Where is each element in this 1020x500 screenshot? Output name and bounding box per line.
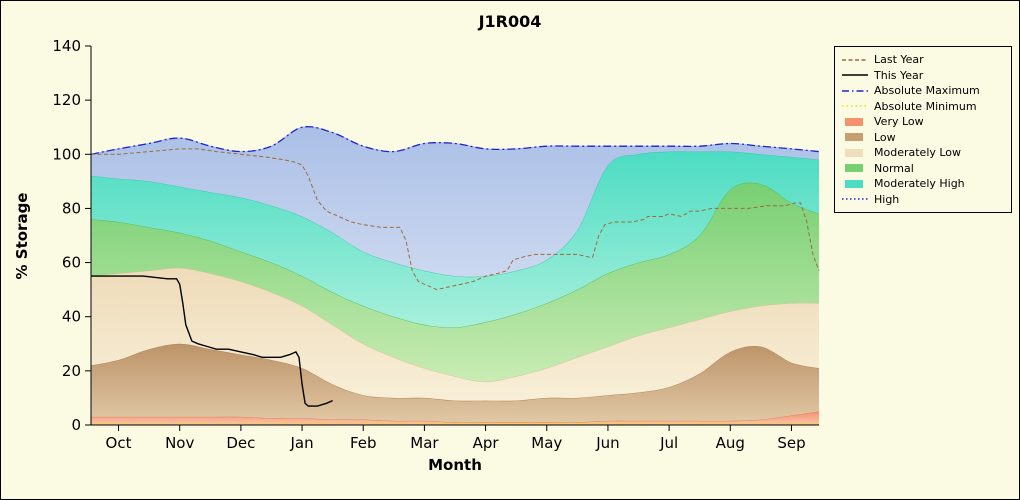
x-axis-label: Month (428, 456, 482, 474)
legend-entry: Last Year (841, 52, 1005, 68)
chart-title: J1R004 (478, 12, 542, 31)
legend-label: Last Year (874, 53, 924, 67)
legend-marker-last-year (842, 59, 868, 61)
legend-marker-moderately-low (845, 148, 863, 157)
x-tick-label: Dec (226, 434, 255, 452)
legend-entry: Absolute Minimum (841, 99, 1005, 115)
x-tick-label: Apr (473, 434, 500, 452)
legend-marker-absolute-minimum (842, 105, 868, 107)
legend-label: Moderately Low (874, 146, 962, 160)
x-tick-label: Sep (777, 434, 805, 452)
legend-marker-very-low (845, 117, 863, 126)
legend-entry: Absolute Maximum (841, 83, 1005, 99)
line-this-year (91, 275, 333, 407)
line-absolute-maximum (90, 125, 820, 155)
legend-swatch (845, 179, 863, 188)
legend-label: Normal (874, 161, 914, 175)
x-tick-label: Nov (165, 434, 194, 452)
y-tick-label: 20 (62, 362, 81, 380)
bands-layer (90, 126, 820, 425)
y-tick-label: 120 (52, 91, 81, 109)
y-axis-label: % Storage (13, 192, 31, 280)
legend-label: Absolute Maximum (874, 84, 980, 98)
line-last-year (91, 148, 820, 291)
legend-swatch (845, 133, 863, 142)
legend-marker-absolute-maximum (842, 90, 868, 92)
y-tick-label: 0 (71, 416, 81, 434)
legend-marker-low (845, 133, 863, 142)
x-tick-label: Jun (595, 434, 619, 452)
y-tick-label: 100 (52, 145, 81, 163)
legend-label: Absolute Minimum (874, 99, 977, 113)
legend-label: This Year (874, 68, 924, 82)
x-tick-label: Mar (410, 434, 439, 452)
y-tick-label: 80 (62, 199, 81, 217)
legend-swatch (845, 164, 863, 173)
legend-label: High (874, 192, 900, 206)
legend-swatch (845, 148, 863, 157)
legend-marker-high (842, 198, 868, 200)
lines-layer (90, 125, 820, 425)
legend-entry: Very Low (841, 114, 1005, 130)
y-tick-label: 60 (62, 254, 81, 272)
legend: Last Year This Year Absolute Maximum Absolu… (834, 46, 1012, 213)
legend-entry: Low (841, 130, 1005, 146)
band-low (91, 343, 819, 423)
axes-layer: 0 20 40 60 80 100 120 140 Oct Nov Dec Jan Feb Mar Apr M… (52, 37, 819, 452)
x-tick-label: Jan (289, 434, 313, 452)
legend-swatch (845, 117, 863, 126)
legend-label: Very Low (874, 115, 924, 129)
legend-entry: Normal (841, 161, 1005, 177)
x-tick-label: Jul (659, 434, 678, 452)
x-tick-label: Oct (106, 434, 132, 452)
x-tick-label: Feb (350, 434, 377, 452)
legend-entry: Moderately Low (841, 145, 1005, 161)
band-normal (91, 182, 819, 382)
legend-entry: This Year (841, 68, 1005, 84)
band-high (91, 126, 819, 277)
x-tick-label: Aug (716, 434, 745, 452)
legend-entry: High (841, 192, 1005, 208)
band-moderately-low (91, 268, 819, 401)
legend-label: Moderately High (874, 177, 965, 191)
y-tick-label: 40 (62, 308, 81, 326)
y-tick-label: 140 (52, 37, 81, 55)
legend-entry: Moderately High (841, 176, 1005, 192)
legend-marker-this-year (842, 74, 868, 76)
band-moderately-high (91, 151, 819, 328)
band-very-low (91, 411, 819, 425)
legend-label: Low (874, 130, 896, 144)
x-tick-label: May (531, 434, 562, 452)
legend-marker-normal (845, 164, 863, 173)
legend-marker-moderately-high (845, 179, 863, 188)
